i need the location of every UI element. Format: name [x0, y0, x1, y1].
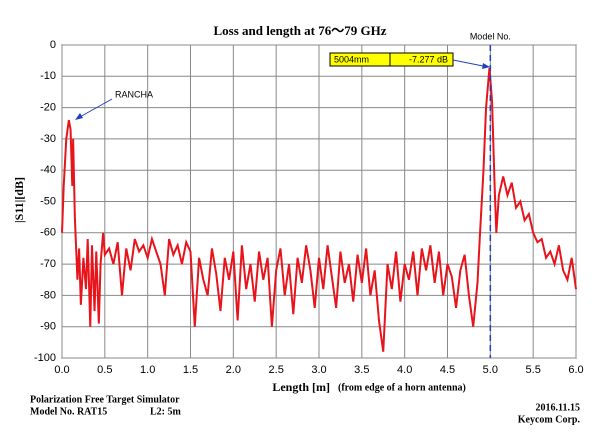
arrow-head	[482, 63, 490, 69]
x-tick-label: 3.0	[311, 364, 326, 376]
y-tick-label: -80	[40, 289, 56, 301]
y-tick-label: -50	[40, 195, 56, 207]
x-tick-label: 1.5	[183, 364, 198, 376]
readout-box	[329, 52, 454, 67]
x-tick-label: 3.5	[354, 364, 369, 376]
source-arrow	[77, 98, 113, 119]
y-tick-label: -30	[40, 133, 56, 145]
x-tick-label: 1.0	[140, 364, 155, 376]
y-tick-label: -70	[40, 258, 56, 270]
readout-loss: -7.277 dB	[409, 54, 448, 64]
x-tick-label: 4.5	[440, 364, 455, 376]
x-tick-label: 0.0	[54, 364, 69, 376]
y-tick-label: -40	[40, 164, 56, 176]
source-label: RANCHA	[115, 89, 153, 99]
readout-distance: 5004mm	[334, 54, 369, 64]
y-tick-label: -100	[34, 352, 56, 364]
footer-company: Keycom Corp.	[518, 414, 581, 425]
y-tick-label: 0	[50, 39, 56, 51]
x-tick-label: 0.5	[97, 364, 112, 376]
x-tick-label: 2.5	[269, 364, 284, 376]
y-tick-label: -20	[40, 102, 56, 114]
y-axis-label: |S11|[dB]	[12, 177, 26, 223]
x-tick-label: 4.0	[397, 364, 412, 376]
y-tick-label: -10	[40, 70, 56, 82]
arrow-head	[75, 113, 83, 120]
chart-title: Loss and length at 76～79 GHz	[214, 23, 387, 38]
x-axis-label: Length [m]	[272, 380, 330, 394]
x-tick-label: 5.0	[483, 364, 498, 376]
footer-l2: L2: 5m	[150, 406, 182, 417]
data-line	[61, 67, 577, 352]
y-tick-label: -90	[40, 321, 56, 333]
footer-date: 2016.11.15	[536, 402, 580, 413]
footer-line: Polarization Free Target Simulator	[30, 394, 180, 405]
x-tick-label: 5.5	[526, 364, 541, 376]
readout-arrow	[452, 59, 489, 68]
y-tick-label: -60	[40, 227, 56, 239]
marker-label: Model No.	[470, 31, 511, 41]
x-axis-note: (from edge of a horn antenna)	[338, 382, 466, 393]
footer-model: Model No. RAT15	[30, 406, 107, 417]
x-tick-label: 6.0	[568, 364, 583, 376]
x-tick-label: 2.0	[226, 364, 241, 376]
